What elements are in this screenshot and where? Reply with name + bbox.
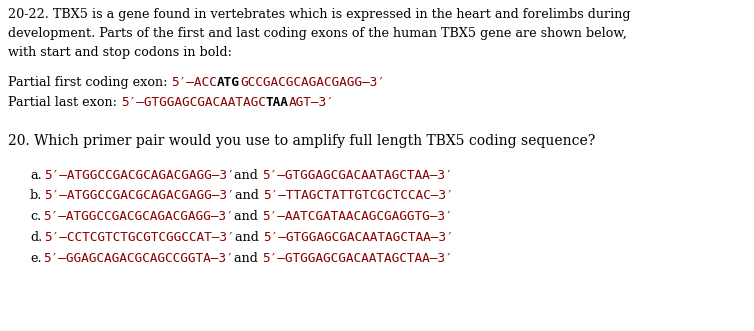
- Text: c.: c.: [30, 210, 41, 223]
- Text: 5′–AATCGATAACAGCGAGGTG–3′: 5′–AATCGATAACAGCGAGGTG–3′: [262, 210, 452, 223]
- Text: 5′–ATGGCCGACGCAGACGAGG–3′: 5′–ATGGCCGACGCAGACGAGG–3′: [44, 168, 234, 181]
- Text: 5′–ACC: 5′–ACC: [171, 76, 217, 89]
- Text: 5′–GGAGCAGACGCAGCCGGTA–3′: 5′–GGAGCAGACGCAGCCGGTA–3′: [44, 252, 234, 265]
- Text: with start and stop codons in bold:: with start and stop codons in bold:: [8, 46, 232, 59]
- Text: 20. Which primer pair would you use to amplify full length TBX5 coding sequence?: 20. Which primer pair would you use to a…: [8, 134, 595, 148]
- Text: 5′–GTGGAGCGACAATAGCTAA–3′: 5′–GTGGAGCGACAATAGCTAA–3′: [262, 252, 452, 265]
- Text: development. Parts of the first and last coding exons of the human TBX5 gene are: development. Parts of the first and last…: [8, 27, 627, 40]
- Text: 20-22. TBX5 is a gene found in vertebrates which is expressed in the heart and f: 20-22. TBX5 is a gene found in vertebrat…: [8, 8, 630, 21]
- Text: Partial first coding exon:: Partial first coding exon:: [8, 76, 171, 89]
- Text: e.: e.: [30, 252, 41, 265]
- Text: 5′–CCTCGTCTGCGTCGGCCAT–3′: 5′–CCTCGTCTGCGTCGGCCAT–3′: [44, 231, 235, 244]
- Text: AGT–3′: AGT–3′: [289, 96, 335, 109]
- Text: and: and: [235, 189, 263, 203]
- Text: 5′–TTAGCTATTGTCGCTCCAC–3′: 5′–TTAGCTATTGTCGCTCCAC–3′: [263, 189, 453, 203]
- Text: and: and: [234, 252, 262, 265]
- Text: b.: b.: [30, 189, 42, 203]
- Text: 5′–GTGGAGCGACAATAGC: 5′–GTGGAGCGACAATAGC: [121, 96, 266, 109]
- Text: and: and: [234, 168, 262, 181]
- Text: 5′–ATGGCCGACGCAGACGAGG–3′: 5′–ATGGCCGACGCAGACGAGG–3′: [44, 189, 235, 203]
- Text: GCCGACGCAGACGAGG–3′: GCCGACGCAGACGAGG–3′: [240, 76, 385, 89]
- Text: d.: d.: [30, 231, 42, 244]
- Text: a.: a.: [30, 168, 41, 181]
- Text: 5′–ATGGCCGACGCAGACGAGG–3′: 5′–ATGGCCGACGCAGACGAGG–3′: [43, 210, 234, 223]
- Text: TAA: TAA: [266, 96, 289, 109]
- Text: and: and: [235, 231, 262, 244]
- Text: ATG: ATG: [217, 76, 240, 89]
- Text: and: and: [234, 210, 262, 223]
- Text: 5′–GTGGAGCGACAATAGCTAA–3′: 5′–GTGGAGCGACAATAGCTAA–3′: [262, 168, 453, 181]
- Text: 5′–GTGGAGCGACAATAGCTAA–3′: 5′–GTGGAGCGACAATAGCTAA–3′: [262, 231, 453, 244]
- Text: Partial last exon:: Partial last exon:: [8, 96, 121, 109]
